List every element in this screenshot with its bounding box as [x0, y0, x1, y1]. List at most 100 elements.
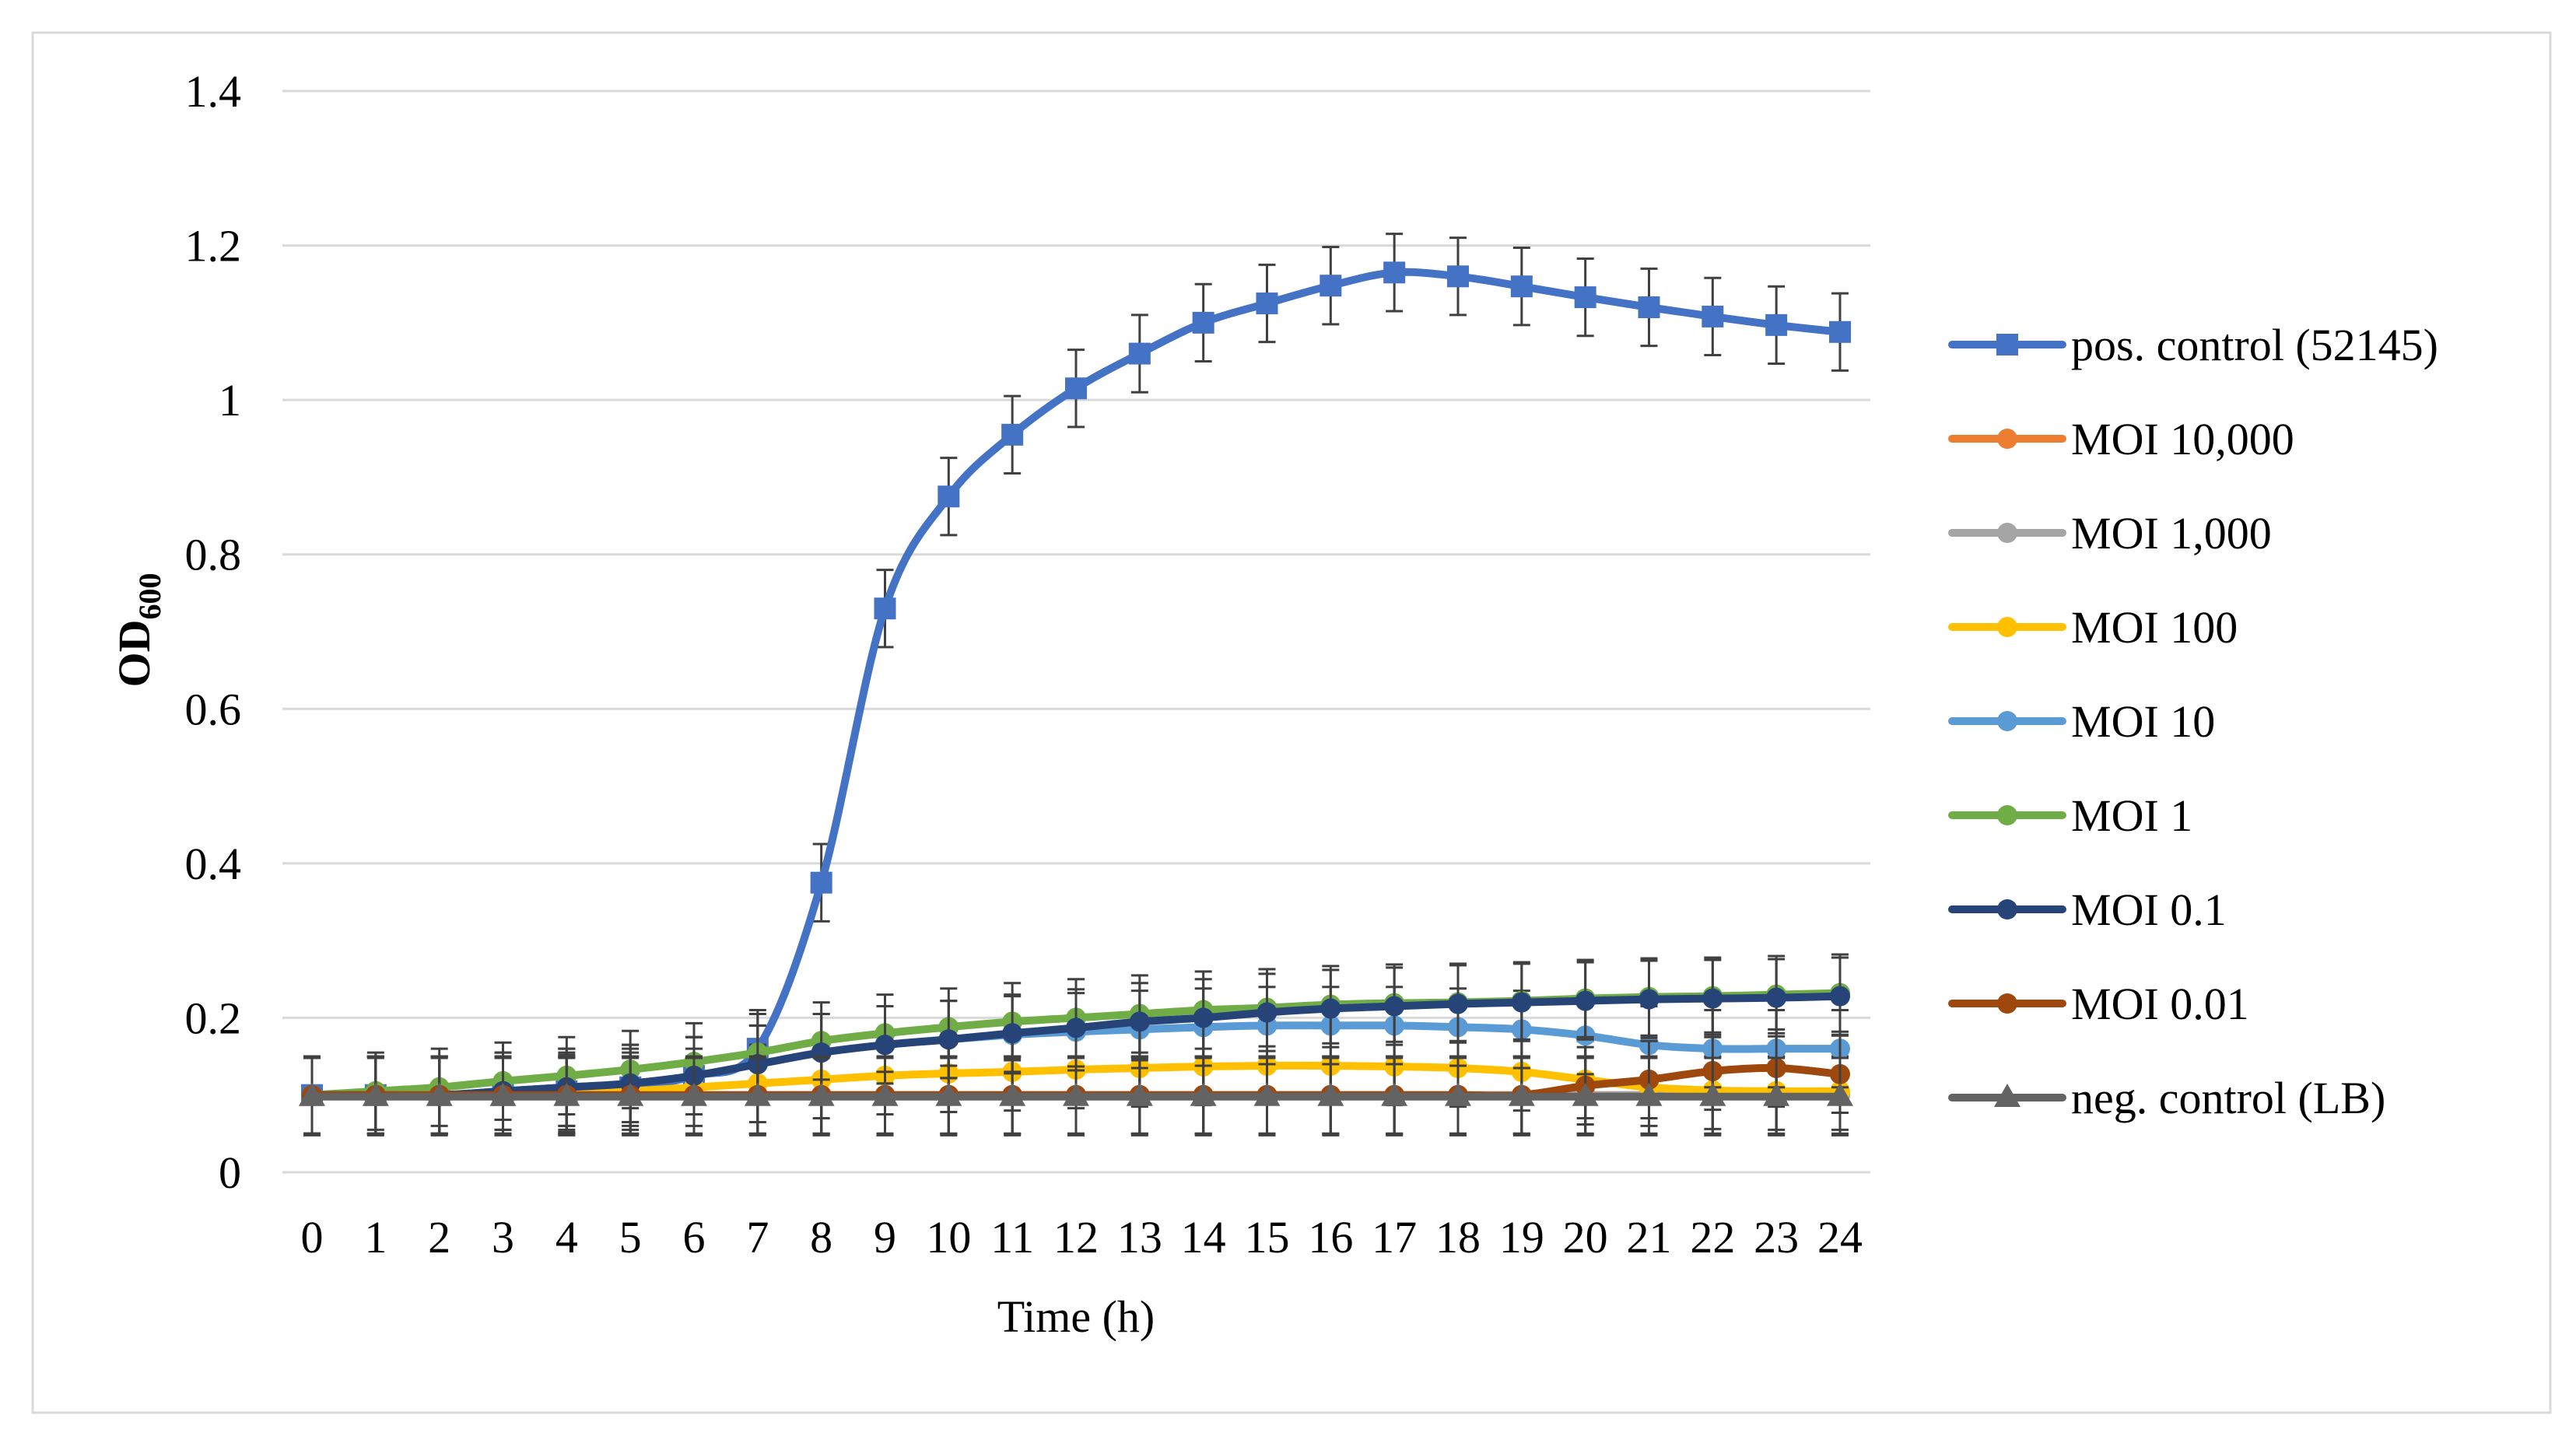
legend-label: MOI 0.1: [2071, 884, 2227, 935]
legend-item-6: MOI 0.1: [1948, 884, 2227, 935]
legend-label: MOI 10,000: [2071, 414, 2294, 464]
series-0-point-21: [1638, 296, 1660, 318]
series-0-point-19: [1510, 275, 1533, 298]
series-8-point-19: [1508, 1082, 1535, 1106]
y-axis-title-subscript: 600: [132, 573, 167, 620]
x-tick-label-9: 9: [874, 1212, 896, 1263]
series-8-point-11: [999, 1082, 1026, 1106]
series-0-point-9: [874, 597, 896, 620]
x-tick-label-3: 3: [492, 1212, 514, 1263]
x-axis-title: Time (h): [997, 1291, 1155, 1342]
legend-marker: [1994, 1084, 2020, 1107]
series-8-point-1: [362, 1082, 389, 1106]
x-tick-label-24: 24: [1817, 1212, 1863, 1263]
series-0-point-18: [1447, 265, 1469, 288]
series-0-point-8: [810, 871, 832, 894]
legend-item-1: MOI 10,000: [1948, 414, 2294, 464]
legend-item-5: MOI 1: [1948, 790, 2192, 841]
series-0-point-16: [1320, 275, 1342, 297]
x-tick-label-17: 17: [1372, 1212, 1417, 1263]
x-tick-label-10: 10: [926, 1212, 971, 1263]
series-8-point-17: [1381, 1082, 1408, 1106]
series-8-point-12: [1063, 1082, 1089, 1106]
series-8-point-10: [935, 1082, 962, 1106]
y-tick-label-6: 1.2: [185, 221, 242, 271]
legend-item-7: MOI 0.01: [1948, 979, 2249, 1029]
series-6-point-21: [1638, 989, 1660, 1010]
series-0-point-11: [1001, 423, 1024, 446]
series-6-point-17: [1384, 996, 1405, 1017]
series-8-point-16: [1317, 1082, 1344, 1106]
series-6-point-22: [1702, 988, 1723, 1009]
series-0-point-13: [1128, 342, 1151, 365]
x-tick-label-12: 12: [1053, 1212, 1099, 1263]
x-tick-label-19: 19: [1499, 1212, 1544, 1263]
y-tick-label-1: 0.2: [185, 993, 242, 1043]
x-tick-label-0: 0: [301, 1212, 324, 1263]
legend-label: MOI 100: [2071, 602, 2238, 653]
series-6-point-12: [1066, 1017, 1086, 1038]
series-8-point-24: [1827, 1082, 1853, 1106]
x-tick-label-23: 23: [1754, 1212, 1799, 1263]
series-8-point-13: [1126, 1082, 1153, 1106]
series-8-point-22: [1699, 1082, 1726, 1106]
series-6-point-11: [1002, 1023, 1023, 1044]
x-tick-label-20: 20: [1563, 1212, 1608, 1263]
y-tick-label-2: 0.4: [185, 839, 242, 889]
legend-marker: [1996, 334, 2018, 355]
legend-marker: [1997, 899, 2017, 919]
legend: pos. control (52145) MOI 10,000 MOI 1,000 M…: [1948, 320, 2438, 1123]
legend-marker: [1997, 711, 2017, 731]
x-axis-tick-labels: 0 1 2 3 4 5 6 7 8 9 10 11 12 13 14 15 16 17 18 19 20 21 22 23 24: [301, 1212, 1863, 1263]
series-8-point-5: [617, 1082, 644, 1106]
series-0-point-20: [1574, 286, 1596, 309]
x-tick-label-15: 15: [1245, 1212, 1290, 1263]
series-0-point-10: [938, 485, 960, 508]
legend-label: MOI 1: [2071, 790, 2192, 841]
series-8-point-9: [871, 1082, 899, 1106]
y-axis-title-main: OD: [109, 620, 159, 688]
legend-label: MOI 0.01: [2071, 979, 2249, 1029]
x-tick-label-6: 6: [683, 1212, 706, 1263]
series-6-point-9: [874, 1035, 895, 1056]
y-tick-label-3: 0.6: [185, 684, 242, 734]
series-6-point-19: [1511, 992, 1532, 1013]
x-tick-label-7: 7: [746, 1212, 769, 1263]
series-0-point-23: [1765, 313, 1788, 336]
legend-label: neg. control (LB): [2071, 1073, 2385, 1123]
series-0-point-12: [1065, 377, 1087, 400]
series-8-point-23: [1763, 1082, 1790, 1106]
series-8-point-14: [1190, 1082, 1217, 1106]
series-0-point-17: [1383, 261, 1406, 284]
x-tick-label-14: 14: [1181, 1212, 1226, 1263]
legend-item-2: MOI 1,000: [1948, 508, 2272, 559]
y-tick-label-7: 1.4: [185, 66, 242, 117]
legend-item-8: neg. control (LB): [1948, 1073, 2385, 1123]
y-tick-label-0: 0: [219, 1147, 241, 1198]
series-6-point-14: [1193, 1007, 1214, 1028]
series-8-point-8: [808, 1082, 835, 1106]
y-tick-label-4: 0.8: [185, 530, 242, 580]
series-6-point-15: [1256, 1002, 1277, 1023]
legend-label: pos. control (52145): [2071, 320, 2438, 370]
series-0-point-22: [1702, 305, 1724, 327]
y-axis-tick-labels: 0 0.2 0.4 0.6 0.8 1 1.2 1.4: [185, 66, 242, 1198]
series-8-point-0: [299, 1082, 325, 1106]
legend-marker: [1997, 993, 2017, 1014]
series-6-point-23: [1766, 987, 1787, 1008]
x-tick-label-16: 16: [1308, 1212, 1353, 1263]
series-8-point-4: [553, 1082, 580, 1106]
series-6-point-16: [1320, 998, 1341, 1019]
x-tick-label-11: 11: [990, 1212, 1034, 1263]
x-tick-label-21: 21: [1627, 1212, 1672, 1263]
series-8-point-3: [489, 1082, 517, 1106]
legend-label: MOI 10: [2071, 696, 2215, 747]
series-0-point-14: [1192, 311, 1214, 334]
series-8-point-20: [1572, 1082, 1599, 1106]
x-tick-label-4: 4: [556, 1212, 578, 1263]
legend-item-3: MOI 100: [1948, 602, 2238, 653]
series-8-point-7: [744, 1082, 771, 1106]
series-6-point-24: [1830, 986, 1850, 1007]
legend-marker: [1997, 523, 2017, 543]
